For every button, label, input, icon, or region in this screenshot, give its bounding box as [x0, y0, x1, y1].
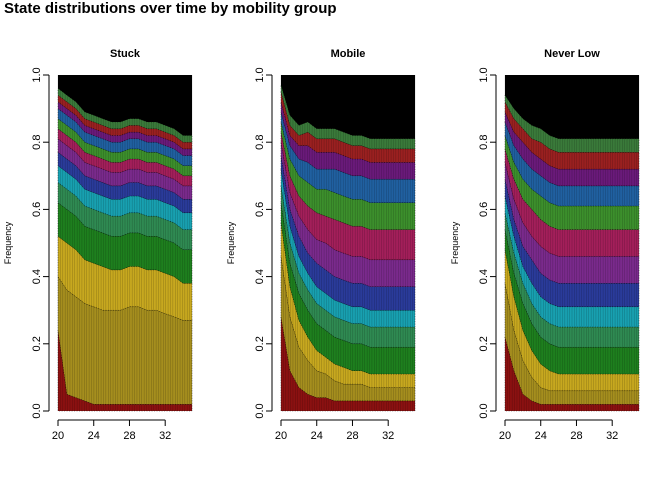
x-tick-label: 24	[535, 430, 547, 442]
page-title: State distributions over time by mobilit…	[4, 0, 337, 17]
y-tick-label: 0.8	[478, 135, 490, 150]
state-area-2	[504, 283, 640, 405]
panel-title: Stuck	[110, 48, 141, 60]
x-tick-label: 20	[275, 430, 287, 442]
y-tick-label: 1.0	[31, 67, 43, 82]
y-axis-label: Frequency	[450, 221, 460, 264]
y-tick-label: 0.4	[254, 269, 266, 284]
panel-title: Never Low	[544, 48, 600, 60]
x-tick-label: 32	[159, 430, 171, 442]
panel-mobile: Mobile 0.0 0.2 0.4 0.6 0.8 1.0 Frequency 20 24 28 3…	[226, 48, 416, 442]
x-tick-label: 20	[499, 430, 511, 442]
y-tick-label: 0.0	[31, 403, 43, 418]
x-tick-label: 20	[52, 430, 64, 442]
y-tick-label: 1.0	[478, 67, 490, 82]
x-tick-label: 28	[123, 430, 135, 442]
y-tick-label: 0.0	[254, 403, 266, 418]
y-tick-label: 0.4	[31, 269, 43, 284]
y-axis-label: Frequency	[3, 221, 13, 264]
x-tick-label: 24	[311, 430, 323, 442]
y-tick-label: 0.8	[254, 135, 266, 150]
y-tick-label: 0.2	[254, 336, 266, 351]
y-tick-label: 0.4	[478, 269, 490, 284]
x-tick-label: 32	[606, 430, 618, 442]
y-tick-label: 1.0	[254, 67, 266, 82]
x-tick-label: 28	[346, 430, 358, 442]
x-tick-label: 24	[88, 430, 100, 442]
y-tick-label: 0.6	[478, 202, 490, 217]
panel-stuck: Stuck 0.0 0.2 0.4 0.6 0.8 1.0 Frequency 20 24 28 32	[3, 48, 193, 442]
y-axis-label: Frequency	[226, 221, 236, 264]
y-tick-label: 0.2	[478, 336, 490, 351]
y-tick-label: 0.0	[478, 403, 490, 418]
y-tick-label: 0.6	[254, 202, 266, 217]
x-tick-label: 32	[382, 430, 394, 442]
y-tick-label: 0.2	[31, 336, 43, 351]
panel-title: Mobile	[331, 48, 366, 60]
y-tick-label: 0.8	[31, 135, 43, 150]
y-tick-label: 0.6	[31, 202, 43, 217]
panel-never-low: Never Low 0.0 0.2 0.4 0.6 0.8 1.0 Frequency 20 24…	[450, 48, 640, 442]
x-tick-label: 28	[570, 430, 582, 442]
